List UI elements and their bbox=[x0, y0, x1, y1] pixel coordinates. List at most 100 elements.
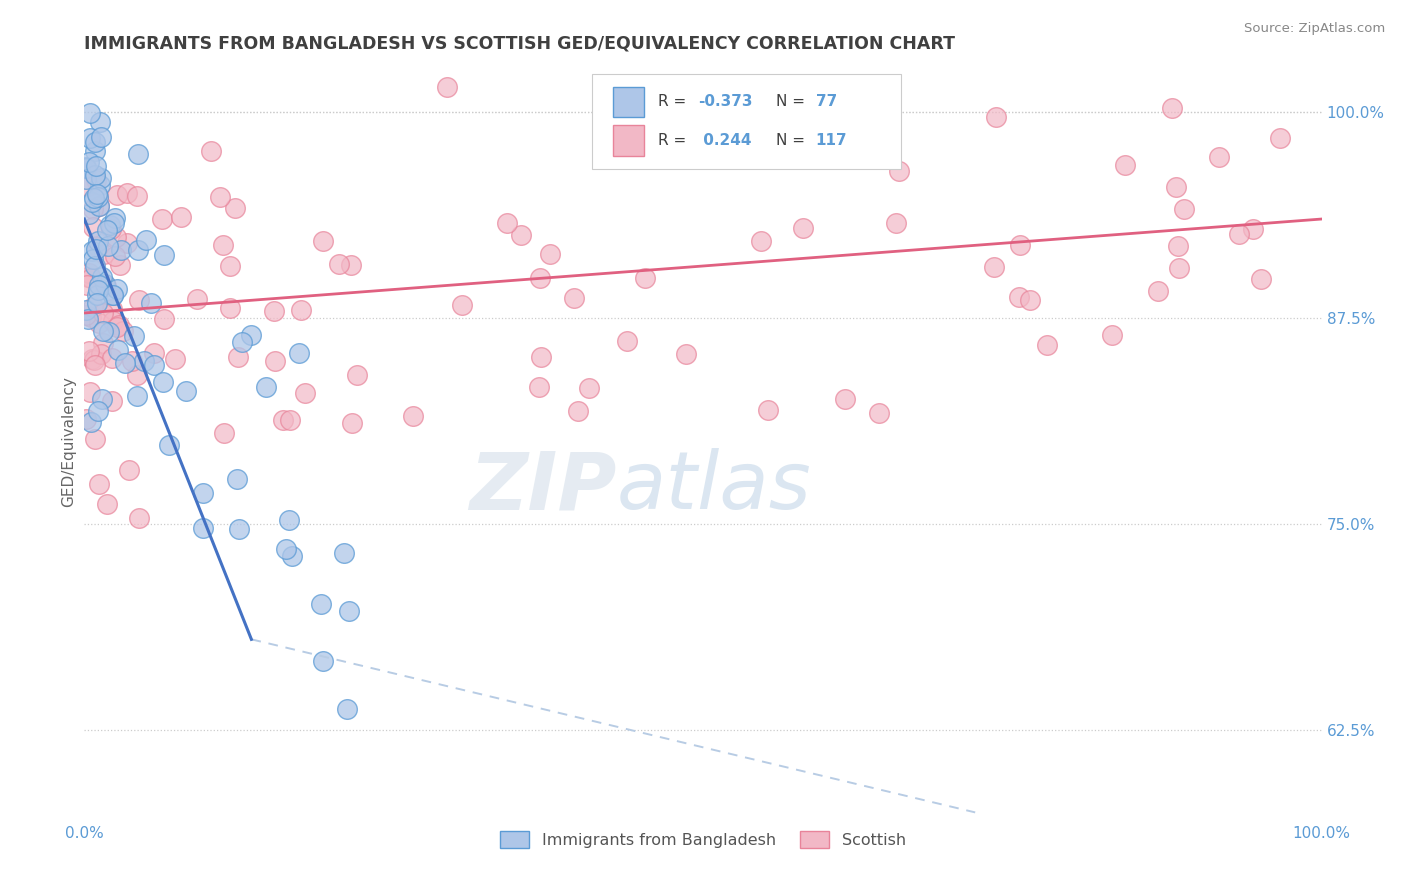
Point bbox=[169, 211, 191, 225]
Point bbox=[79, 106, 101, 120]
Point bbox=[1036, 338, 1059, 352]
Point bbox=[115, 186, 138, 200]
Point bbox=[125, 368, 148, 382]
Point bbox=[83, 352, 105, 367]
Point bbox=[211, 238, 233, 252]
Point bbox=[89, 277, 111, 292]
Point bbox=[103, 216, 125, 230]
Point bbox=[100, 222, 122, 236]
Point bbox=[101, 351, 124, 365]
Point bbox=[567, 404, 589, 418]
Text: Source: ZipAtlas.com: Source: ZipAtlas.com bbox=[1244, 22, 1385, 36]
Point bbox=[82, 252, 104, 266]
Point bbox=[733, 95, 755, 109]
Text: N =: N = bbox=[776, 95, 810, 110]
Point bbox=[105, 282, 128, 296]
Text: R =: R = bbox=[658, 133, 692, 148]
Point bbox=[91, 336, 114, 351]
Point bbox=[254, 380, 277, 394]
Point bbox=[80, 244, 103, 258]
Point bbox=[200, 144, 222, 158]
Point bbox=[101, 302, 124, 317]
Point bbox=[1173, 202, 1195, 217]
Point bbox=[76, 311, 98, 326]
Point bbox=[219, 301, 242, 316]
Point bbox=[110, 243, 132, 257]
Point bbox=[94, 278, 117, 293]
Text: 117: 117 bbox=[815, 133, 848, 148]
Point bbox=[139, 295, 162, 310]
Point bbox=[107, 320, 129, 334]
Point bbox=[212, 425, 235, 440]
Text: -0.373: -0.373 bbox=[697, 95, 752, 110]
Point bbox=[128, 511, 150, 525]
Point bbox=[328, 257, 350, 271]
Point bbox=[163, 352, 186, 367]
Point bbox=[77, 154, 100, 169]
Point bbox=[792, 221, 814, 235]
Point bbox=[83, 135, 105, 149]
Point bbox=[263, 304, 285, 318]
Point bbox=[104, 211, 127, 226]
Point bbox=[96, 497, 118, 511]
Point bbox=[111, 324, 134, 338]
Point bbox=[509, 228, 531, 243]
Point bbox=[157, 438, 180, 452]
Point bbox=[104, 249, 127, 263]
Point bbox=[86, 288, 108, 302]
Point bbox=[152, 375, 174, 389]
Point bbox=[75, 302, 97, 317]
Point bbox=[1101, 327, 1123, 342]
Point bbox=[75, 160, 97, 174]
Point bbox=[80, 194, 103, 209]
Point bbox=[787, 85, 810, 99]
Point bbox=[87, 199, 110, 213]
Point bbox=[101, 394, 124, 409]
Point bbox=[1270, 130, 1292, 145]
Point bbox=[562, 291, 585, 305]
Point bbox=[191, 485, 214, 500]
Point bbox=[834, 392, 856, 407]
Point bbox=[79, 384, 101, 399]
Point bbox=[530, 350, 553, 364]
Point bbox=[290, 302, 312, 317]
Point bbox=[84, 172, 107, 186]
Point bbox=[83, 259, 105, 273]
Point bbox=[749, 234, 772, 248]
Point bbox=[91, 324, 114, 338]
Point bbox=[84, 243, 107, 257]
Point bbox=[107, 343, 129, 358]
Point bbox=[127, 389, 149, 403]
Point bbox=[86, 187, 108, 202]
Text: ZIP: ZIP bbox=[470, 448, 616, 526]
Point bbox=[101, 287, 124, 301]
Point bbox=[127, 147, 149, 161]
Point bbox=[231, 334, 253, 349]
Point bbox=[117, 463, 139, 477]
Point bbox=[114, 356, 136, 370]
Point bbox=[294, 385, 316, 400]
Point bbox=[90, 347, 112, 361]
Point bbox=[239, 328, 262, 343]
Point bbox=[87, 284, 110, 298]
Point bbox=[80, 352, 103, 367]
FancyBboxPatch shape bbox=[592, 74, 901, 169]
Point bbox=[143, 346, 166, 360]
Point bbox=[1241, 222, 1264, 236]
Point bbox=[495, 216, 517, 230]
Point bbox=[80, 310, 103, 324]
Point bbox=[1208, 149, 1230, 163]
Point bbox=[153, 247, 176, 261]
Point bbox=[90, 129, 112, 144]
Point bbox=[1147, 284, 1170, 298]
Point bbox=[101, 313, 124, 327]
Point bbox=[309, 597, 332, 611]
Point bbox=[336, 702, 359, 716]
Point bbox=[174, 384, 197, 398]
Point bbox=[122, 329, 145, 343]
Point bbox=[312, 654, 335, 668]
Point bbox=[538, 247, 561, 261]
Text: R =: R = bbox=[658, 95, 692, 110]
Point bbox=[77, 344, 100, 359]
Point bbox=[984, 111, 1007, 125]
